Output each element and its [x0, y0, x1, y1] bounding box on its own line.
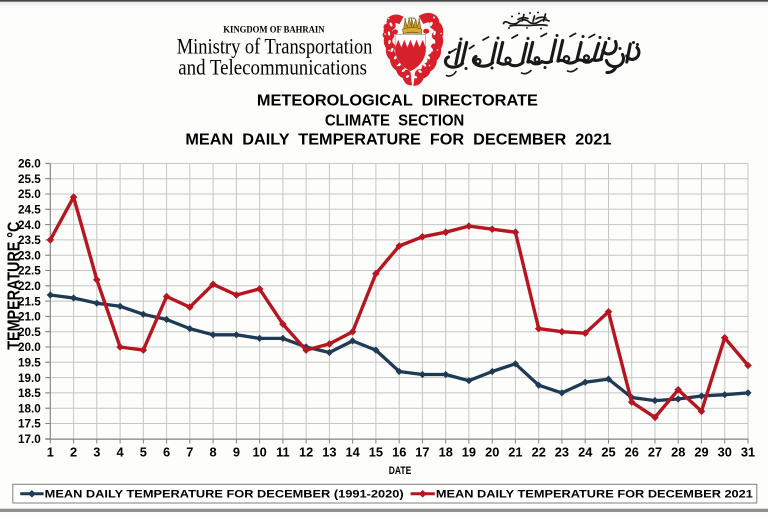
svg-text:22.0: 22.0: [18, 280, 41, 293]
svg-text:DATE: DATE: [389, 465, 412, 477]
svg-text:7: 7: [186, 444, 193, 459]
svg-text:and Telecommunications: and Telecommunications: [178, 55, 367, 80]
svg-text:18.5: 18.5: [18, 387, 41, 400]
svg-text:23.5: 23.5: [18, 234, 41, 247]
svg-text:13: 13: [322, 444, 336, 459]
svg-text:20.5: 20.5: [18, 326, 41, 339]
svg-text:Ministry of Transportation: Ministry of Transportation: [177, 33, 373, 58]
svg-text:21.5: 21.5: [18, 295, 41, 308]
svg-text:4: 4: [117, 444, 125, 459]
svg-text:31: 31: [741, 444, 755, 459]
svg-text:26.0: 26.0: [18, 158, 41, 171]
svg-text:24.5: 24.5: [18, 204, 41, 217]
svg-text:19.0: 19.0: [18, 372, 41, 385]
svg-text:25: 25: [601, 444, 615, 459]
svg-text:20: 20: [485, 444, 499, 459]
svg-text:22.5: 22.5: [18, 265, 41, 278]
svg-text:23: 23: [555, 444, 569, 459]
svg-text:14: 14: [345, 444, 360, 459]
svg-text:24: 24: [578, 444, 593, 459]
svg-text:20.0: 20.0: [18, 341, 41, 354]
svg-text:17.5: 17.5: [18, 418, 41, 431]
svg-text:22: 22: [532, 444, 546, 459]
svg-text:6: 6: [163, 444, 170, 459]
svg-text:29: 29: [694, 444, 708, 459]
svg-text:30: 30: [718, 444, 732, 459]
svg-text:26: 26: [625, 444, 639, 459]
svg-text:3: 3: [93, 444, 100, 459]
svg-text:17: 17: [415, 444, 429, 459]
svg-text:11: 11: [276, 444, 290, 459]
svg-text:8: 8: [210, 444, 217, 459]
svg-text:MEAN DAILY TEMPERATURE FOR DEC: MEAN DAILY TEMPERATURE FOR DECEMBER 2021: [436, 489, 753, 501]
svg-text:15: 15: [369, 444, 383, 459]
svg-text:2: 2: [70, 444, 77, 459]
svg-text:25.0: 25.0: [18, 188, 41, 201]
svg-text:18: 18: [439, 444, 453, 459]
svg-text:CLIMATE SECTION: CLIMATE SECTION: [325, 113, 464, 130]
svg-text:5: 5: [140, 444, 147, 459]
svg-text:28: 28: [671, 444, 685, 459]
svg-text:24.0: 24.0: [18, 219, 41, 232]
svg-text:1: 1: [47, 444, 54, 459]
svg-text:10: 10: [252, 444, 266, 459]
svg-text:12: 12: [299, 444, 313, 459]
svg-text:19.5: 19.5: [18, 357, 41, 370]
svg-text:27: 27: [648, 444, 662, 459]
svg-text:KINGDOM OF BAHRAIN: KINGDOM OF BAHRAIN: [223, 24, 325, 34]
svg-text:19: 19: [462, 444, 476, 459]
svg-text:25.5: 25.5: [18, 173, 41, 186]
svg-text:MEAN DAILY TEMPERATURE FOR DEC: MEAN DAILY TEMPERATURE FOR DECEMBER (199…: [45, 489, 404, 501]
svg-text:21.0: 21.0: [18, 311, 41, 324]
svg-text:METEOROLOGICAL DIRECTORATE: METEOROLOGICAL DIRECTORATE: [257, 92, 538, 109]
svg-text:16: 16: [392, 444, 406, 459]
svg-text:21: 21: [508, 444, 522, 459]
svg-text:TEMPERATURE °C: TEMPERATURE °C: [4, 222, 24, 350]
svg-text:18.0: 18.0: [18, 402, 41, 415]
svg-text:17.0: 17.0: [18, 433, 41, 446]
svg-text:9: 9: [233, 444, 240, 459]
svg-text:MEAN DAILY TEMPERATURE FOR: MEAN DAILY TEMPERATURE FOR DECEMBER 2021: [185, 132, 611, 149]
svg-text:23.0: 23.0: [18, 249, 41, 262]
